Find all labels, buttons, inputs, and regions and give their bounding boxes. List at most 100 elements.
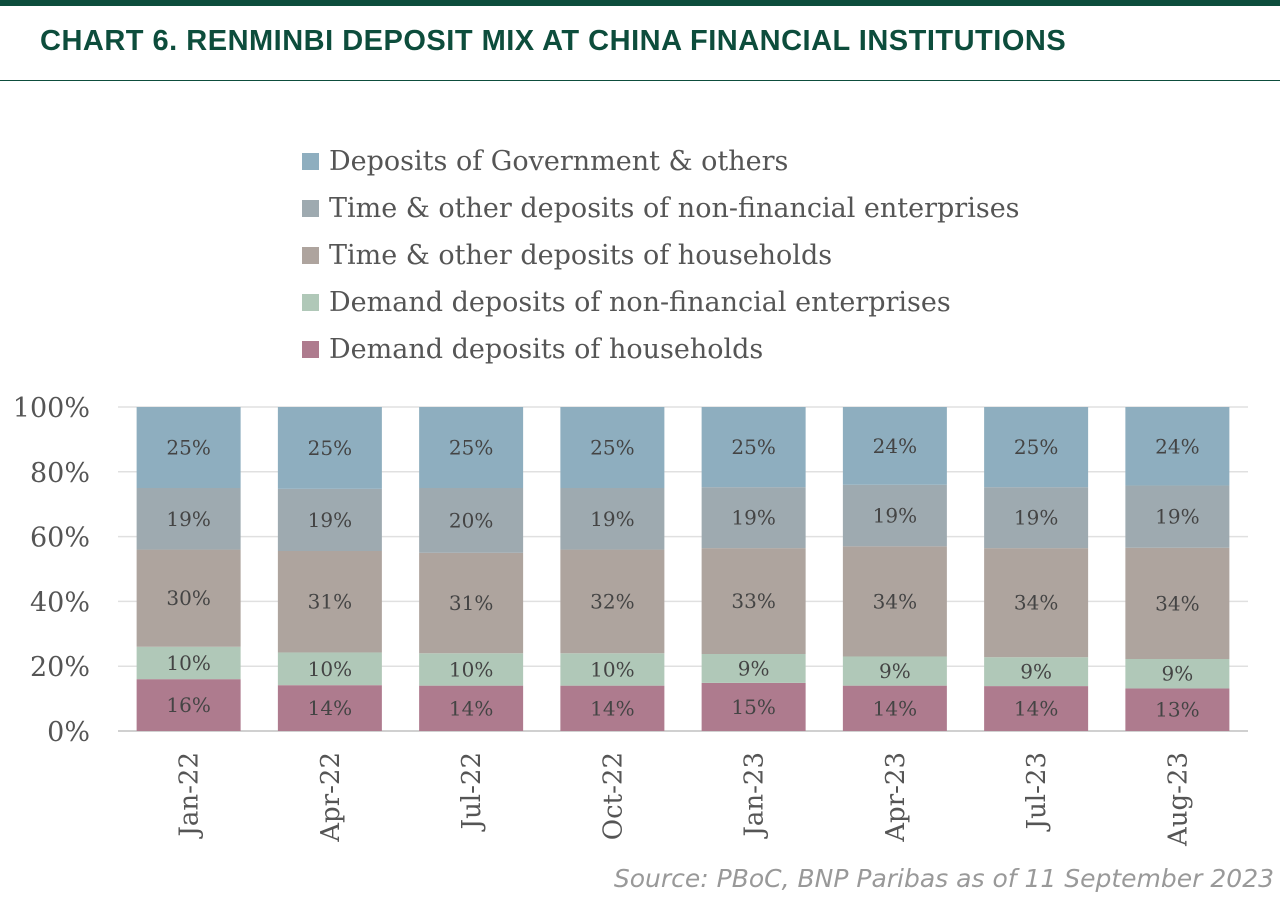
data-label: 25%: [308, 436, 352, 460]
bar-segment: [842, 546, 947, 657]
bar-segment: [136, 488, 241, 550]
x-tick-label: Jan-22: [175, 752, 205, 840]
data-label: 34%: [1155, 591, 1199, 615]
data-label: 19%: [1014, 506, 1058, 530]
data-label: 31%: [449, 591, 493, 615]
data-label: 9%: [1162, 662, 1194, 686]
data-label: 10%: [166, 651, 210, 675]
data-label: 9%: [738, 656, 770, 680]
x-tick-label: Aug-23: [1163, 752, 1193, 847]
x-tick-label: Jul-22: [457, 752, 487, 832]
data-label: 10%: [449, 657, 493, 681]
data-label: 10%: [308, 657, 352, 681]
source-note: Source: PBoC, BNP Paribas as of 11 Septe…: [613, 864, 1274, 893]
data-label: 25%: [449, 436, 493, 460]
bar-segment: [419, 488, 524, 553]
data-label: 25%: [1014, 435, 1058, 459]
data-label: 14%: [449, 696, 493, 720]
data-label: 10%: [590, 657, 634, 681]
bar-segment: [560, 407, 665, 488]
bar-segment: [1125, 407, 1230, 486]
bar-segment: [419, 407, 524, 488]
x-tick-label: Oct-22: [598, 752, 628, 840]
bar-segment: [984, 657, 1089, 687]
legend-swatch: [302, 247, 319, 264]
data-label: 31%: [308, 590, 352, 614]
bar-segment: [842, 407, 947, 485]
bar-segment: [842, 656, 947, 686]
legend-item: Time & other deposits of non-financial e…: [302, 185, 1020, 232]
bar-segment: [419, 685, 524, 731]
x-tick-label: Jan-23: [740, 752, 770, 840]
y-tick-label: 0%: [47, 717, 90, 748]
legend-item: Demand deposits of households: [302, 326, 1020, 373]
legend-swatch: [302, 294, 319, 311]
bar-segment: [701, 407, 806, 488]
y-tick-label: 80%: [30, 458, 90, 489]
bar-segment: [277, 685, 382, 731]
y-tick-label: 20%: [30, 652, 90, 683]
bar-segment: [419, 653, 524, 686]
bar-segment: [984, 487, 1089, 549]
bar-segment: [842, 685, 947, 731]
bar-segment: [984, 548, 1089, 658]
bar-segment: [560, 549, 665, 654]
bar-segment: [560, 488, 665, 550]
data-label: 13%: [1155, 698, 1199, 722]
bar-segment: [277, 488, 382, 551]
bar-segment: [419, 552, 524, 654]
legend-label: Demand deposits of households: [329, 334, 764, 365]
bar-segment: [560, 653, 665, 686]
data-label: 9%: [879, 659, 911, 683]
y-tick-label: 100%: [13, 393, 90, 424]
bar-segment: [701, 682, 806, 731]
bar-segment: [277, 652, 382, 686]
legend-swatch: [302, 200, 319, 217]
data-label: 25%: [731, 435, 775, 459]
legend-label: Time & other deposits of households: [329, 240, 833, 271]
legend-label: Deposits of Government & others: [329, 146, 789, 177]
bar-segment: [842, 484, 947, 547]
data-label: 34%: [873, 589, 917, 613]
bar-segment: [136, 549, 241, 647]
chart-title: CHART 6. RENMINBI DEPOSIT MIX AT CHINA F…: [40, 25, 1067, 57]
data-label: 19%: [873, 504, 917, 528]
legend-label: Time & other deposits of non-financial e…: [329, 193, 1020, 224]
bar-segment: [136, 407, 241, 488]
legend-label: Demand deposits of non-financial enterpr…: [329, 287, 951, 318]
bar-segment: [277, 551, 382, 653]
y-tick-label: 60%: [30, 523, 90, 554]
bar-segment: [701, 487, 806, 549]
data-label: 25%: [590, 436, 634, 460]
data-label: 19%: [166, 507, 210, 531]
legend-item: Time & other deposits of households: [302, 232, 1020, 279]
data-label: 15%: [731, 695, 775, 719]
data-label: 19%: [1155, 505, 1199, 529]
data-label: 34%: [1014, 591, 1058, 615]
bar-segment: [277, 407, 382, 489]
data-label: 16%: [166, 693, 210, 717]
data-label: 19%: [308, 508, 352, 532]
data-label: 19%: [731, 506, 775, 530]
data-label: 24%: [1155, 434, 1199, 458]
data-label: 14%: [1014, 697, 1058, 721]
data-label: 14%: [873, 696, 917, 720]
x-tick-label: Apr-23: [881, 752, 911, 843]
title-divider: [0, 80, 1280, 81]
data-label: 9%: [1020, 660, 1052, 684]
data-label: 33%: [731, 589, 775, 613]
data-label: 30%: [166, 586, 210, 610]
bar-segment: [701, 548, 806, 655]
legend-swatch: [302, 341, 319, 358]
data-label: 32%: [590, 589, 634, 613]
bar-segment: [1125, 688, 1230, 731]
data-label: 19%: [590, 507, 634, 531]
bar-segment: [1125, 485, 1230, 548]
bar-segment: [1125, 659, 1230, 689]
bar-segment: [701, 654, 806, 683]
bar-segment: [136, 646, 241, 680]
data-label: 24%: [873, 434, 917, 458]
data-label: 20%: [449, 508, 493, 532]
